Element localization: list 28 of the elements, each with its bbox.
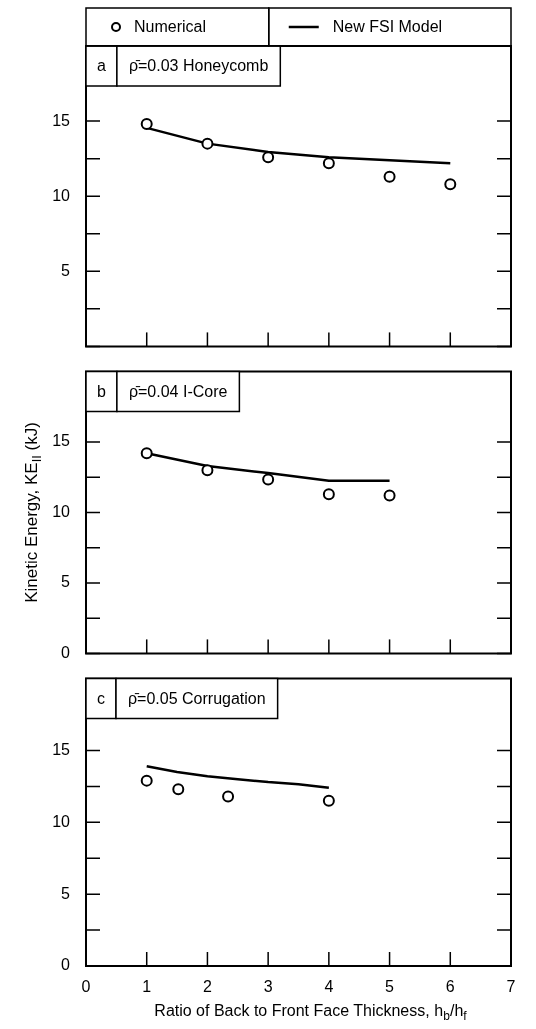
y-axis-title: Kinetic Energy, KEII (kJ) [21, 422, 44, 603]
y-tick-label: 15 [52, 432, 71, 450]
y-tick-label: 15 [52, 111, 71, 129]
annotation: ρ̄=0.04 I-Core [128, 383, 228, 401]
y-tick-label: 0 [61, 643, 71, 661]
x-tick-label: 3 [263, 978, 273, 996]
x-tick-label: 6 [445, 978, 455, 996]
y-tick-label: 5 [61, 884, 71, 902]
y-tick-label: 10 [52, 502, 71, 520]
x-tick-label: 5 [385, 978, 395, 996]
y-tick-label: 10 [52, 812, 71, 830]
annotation: ρ̄=0.03 Honeycomb [128, 57, 269, 75]
x-tick-label: 7 [506, 978, 516, 996]
annotation: a [97, 57, 106, 75]
y-tick-label: 5 [61, 261, 71, 279]
annotation: ρ̄=0.05 Corrugation [128, 690, 266, 708]
x-tick-label: 4 [324, 978, 334, 996]
y-tick-label: 15 [52, 740, 71, 758]
y-tick-label: 0 [61, 956, 71, 974]
x-tick-label: 0 [81, 978, 91, 996]
annotation: b [97, 383, 106, 401]
annotation: c [97, 690, 105, 708]
y-tick-label: 10 [52, 186, 71, 204]
x-tick-label: 1 [142, 978, 152, 996]
x-tick-label: 2 [202, 978, 212, 996]
y-tick-label: 5 [61, 573, 71, 591]
legend-label: New FSI Model [332, 18, 443, 36]
legend-label: Numerical [134, 18, 207, 36]
